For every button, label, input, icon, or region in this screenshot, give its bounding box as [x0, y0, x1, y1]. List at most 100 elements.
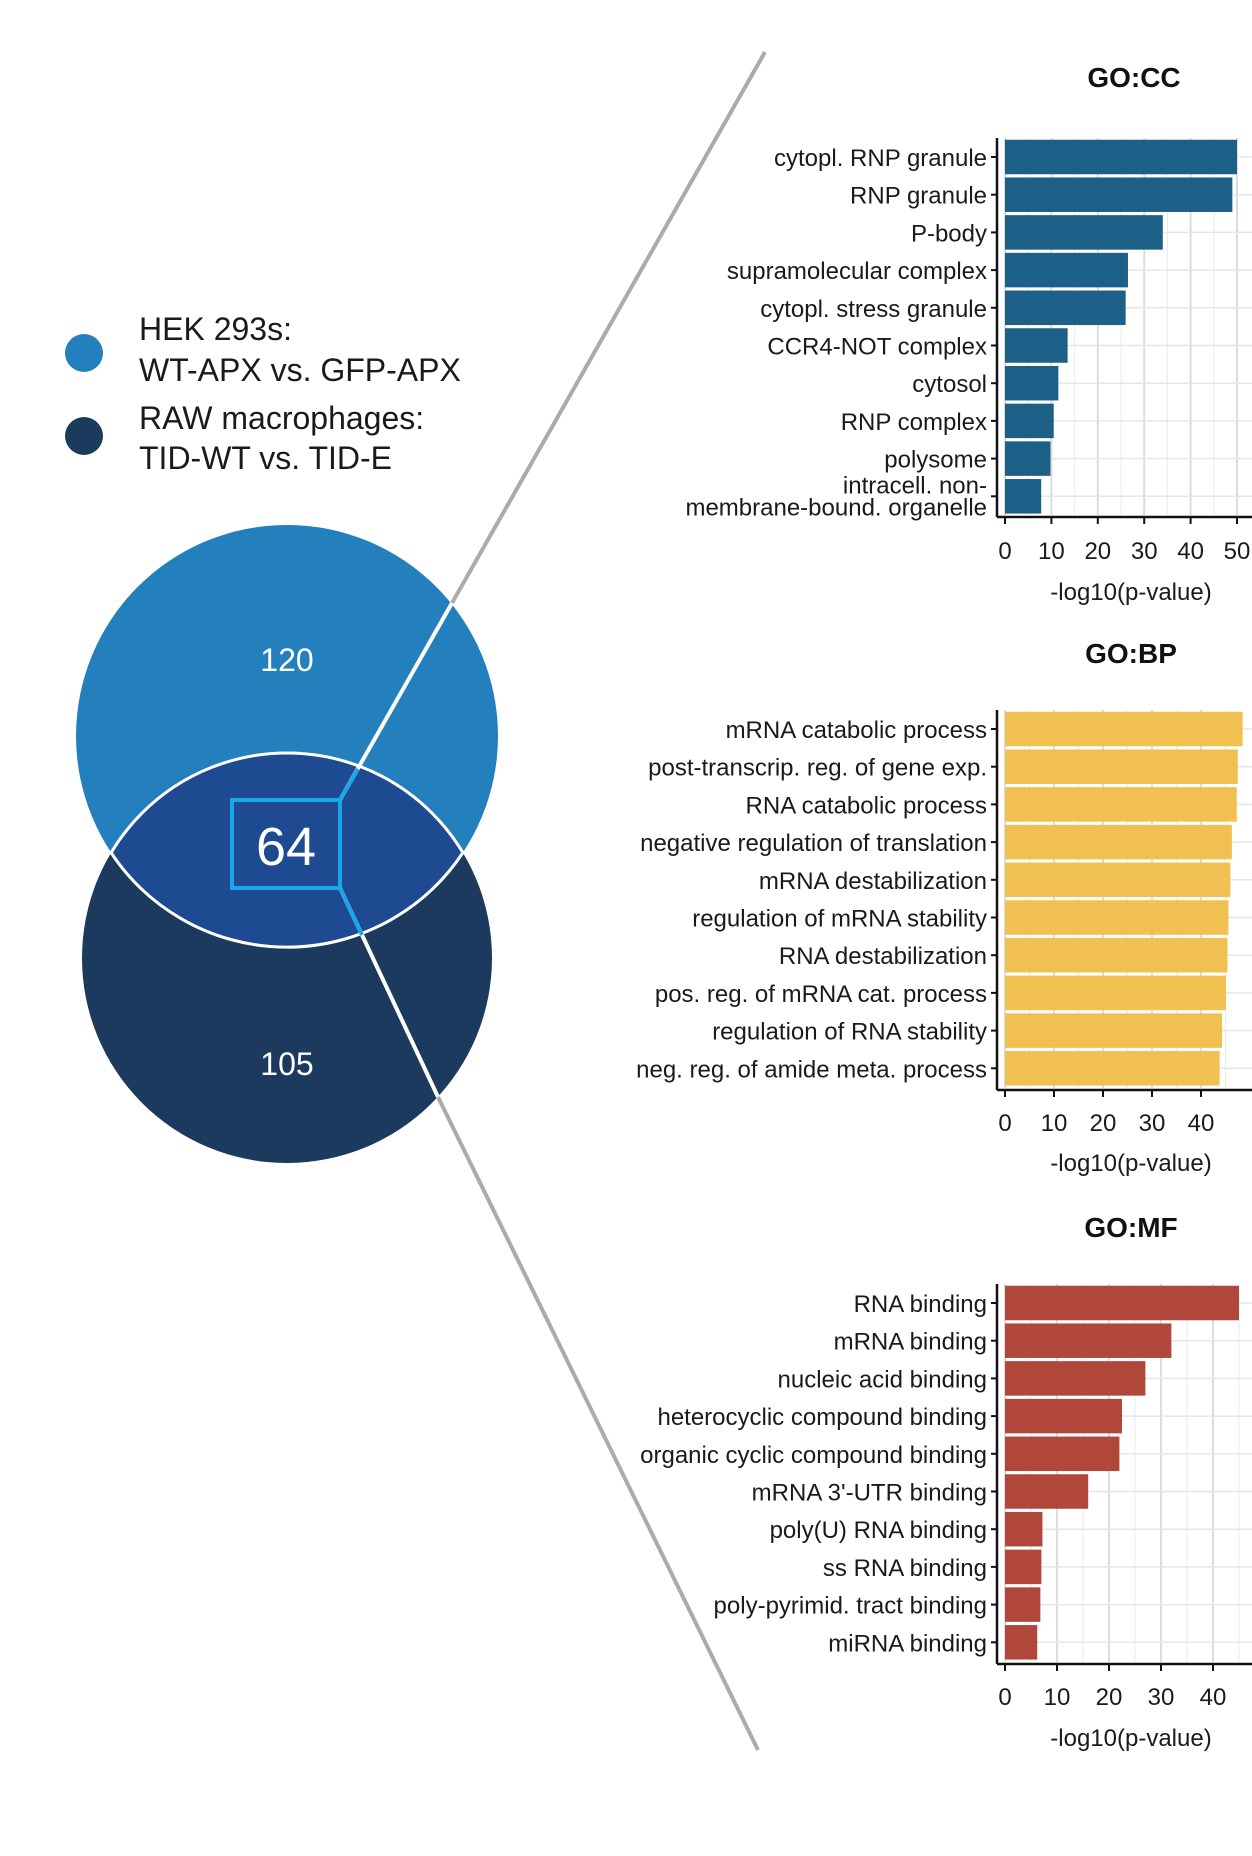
category-label: negative regulation of translation — [640, 830, 987, 857]
category-label: RNP complex — [841, 409, 987, 436]
bar — [1005, 1625, 1038, 1660]
bar — [1005, 252, 1128, 288]
category-label: RNP granule — [850, 183, 987, 210]
x-tick-label: 10 — [1041, 1110, 1068, 1137]
legend-label-raw-line1: RAW macrophages: — [139, 400, 424, 436]
category-label: polysome — [884, 447, 987, 474]
x-tick-label: 0 — [998, 1684, 1011, 1711]
chart-title: GO:MF — [1084, 1212, 1177, 1243]
bar-charts: cytopl. RNP granule RNP granule P-body supr… — [636, 62, 1252, 1752]
category-label: miRNA binding — [828, 1630, 987, 1657]
category-label: intracell. non- — [843, 472, 987, 499]
category-label: mRNA 3'-UTR binding — [752, 1480, 987, 1507]
category-label: mRNA destabilization — [759, 868, 987, 895]
highlight-connector-top — [338, 767, 360, 802]
bar — [1005, 862, 1231, 898]
legend-label-hek-line1: HEK 293s: — [139, 311, 292, 347]
bar — [1005, 1013, 1223, 1048]
x-tick-label: 0 — [998, 1110, 1011, 1137]
zoom-line-bottom — [436, 1096, 760, 1751]
chart-title: GO:CC — [1087, 62, 1180, 93]
legend-swatch-hek — [65, 334, 103, 372]
chart-title: GO:BP — [1085, 638, 1177, 669]
bar — [1005, 1323, 1172, 1358]
bar — [1005, 900, 1229, 935]
bar — [1005, 1051, 1220, 1086]
zoom-line-top — [450, 51, 767, 604]
category-label: poly-pyrimid. tract binding — [714, 1593, 987, 1620]
legend-swatch-raw — [65, 417, 103, 455]
x-axis-label: -log10(p-value) — [1050, 579, 1211, 606]
x-tick-label: 50 — [1224, 538, 1251, 565]
highlight-connector-bottom — [338, 887, 364, 936]
venn-diagram: 120 64 105 — [76, 525, 498, 1163]
category-label: regulation of RNA stability — [712, 1019, 987, 1046]
bar — [1005, 328, 1068, 363]
category-label: CCR4-NOT complex — [767, 334, 987, 361]
bar — [1005, 1549, 1042, 1585]
bar — [1005, 711, 1243, 747]
category-label: cytopl. stress granule — [760, 296, 987, 323]
venn-count-overlap: 64 — [256, 817, 316, 877]
category-label: neg. reg. of amide meta. process — [636, 1056, 987, 1083]
legend-label-raw-line2: TID-WT vs. TID-E — [139, 440, 392, 476]
x-tick-label: 40 — [1200, 1684, 1227, 1711]
x-tick-label: 20 — [1084, 538, 1111, 565]
bar — [1005, 1474, 1089, 1509]
venn-overlap-top-edge — [108, 850, 466, 949]
category-label: heterocyclic compound binding — [657, 1404, 987, 1431]
bar — [1005, 365, 1059, 401]
x-tick-label: 30 — [1139, 1110, 1166, 1137]
category-label: mRNA binding — [834, 1329, 987, 1356]
category-label: RNA binding — [854, 1291, 987, 1318]
bar — [1005, 215, 1163, 250]
bar — [1005, 403, 1054, 439]
legend: HEK 293s: WT-APX vs. GFP-APX RAW macroph… — [65, 311, 461, 476]
bar — [1005, 937, 1228, 973]
bar — [1005, 1587, 1041, 1622]
bar — [1005, 824, 1232, 860]
category-label: RNA destabilization — [779, 943, 987, 970]
category-label: membrane-bound. organelle — [685, 494, 987, 521]
bar — [1005, 1398, 1122, 1434]
bar — [1005, 139, 1237, 175]
zoom-line-top-inner — [338, 602, 454, 801]
x-tick-label: 30 — [1148, 1684, 1175, 1711]
category-label: cytopl. RNP granule — [774, 145, 987, 172]
venn-overlap-bottom-edge — [80, 751, 494, 947]
x-tick-label: 40 — [1188, 1110, 1215, 1137]
x-tick-label: 0 — [998, 538, 1011, 565]
category-label: ss RNA binding — [823, 1555, 987, 1582]
bar — [1005, 749, 1238, 784]
category-label: P-body — [911, 220, 987, 247]
bar — [1005, 1285, 1239, 1321]
venn-count-raw-only: 105 — [260, 1046, 313, 1082]
x-tick-label: 40 — [1177, 538, 1204, 565]
category-label: mRNA catabolic process — [726, 717, 987, 744]
bar — [1005, 479, 1042, 514]
chart-go-cc: cytopl. RNP granule RNP granule P-body supr… — [685, 62, 1252, 606]
category-label: RNA catabolic process — [746, 792, 987, 819]
bar — [1005, 290, 1126, 326]
bar — [1005, 177, 1233, 212]
x-axis-label: -log10(p-value) — [1050, 1725, 1211, 1752]
x-axis-label: -log10(p-value) — [1050, 1150, 1211, 1177]
bar — [1005, 1511, 1043, 1547]
category-label: poly(U) RNA binding — [770, 1517, 987, 1544]
x-tick-label: 20 — [1096, 1684, 1123, 1711]
category-label: pos. reg. of mRNA cat. process — [655, 981, 987, 1008]
venn-overlap-region — [82, 753, 492, 947]
x-tick-label: 10 — [1038, 538, 1065, 565]
bar — [1005, 441, 1051, 476]
category-label: post-transcrip. reg. of gene exp. — [648, 755, 987, 782]
category-label: nucleic acid binding — [778, 1366, 987, 1393]
category-label: organic cyclic compound binding — [640, 1442, 987, 1469]
bar — [1005, 975, 1226, 1011]
category-label: supramolecular complex — [727, 258, 987, 285]
venn-count-hek-only: 120 — [260, 642, 313, 678]
legend-label-hek-line2: WT-APX vs. GFP-APX — [139, 352, 461, 388]
bar — [1005, 1436, 1120, 1472]
bar — [1005, 787, 1237, 822]
x-tick-label: 20 — [1090, 1110, 1117, 1137]
